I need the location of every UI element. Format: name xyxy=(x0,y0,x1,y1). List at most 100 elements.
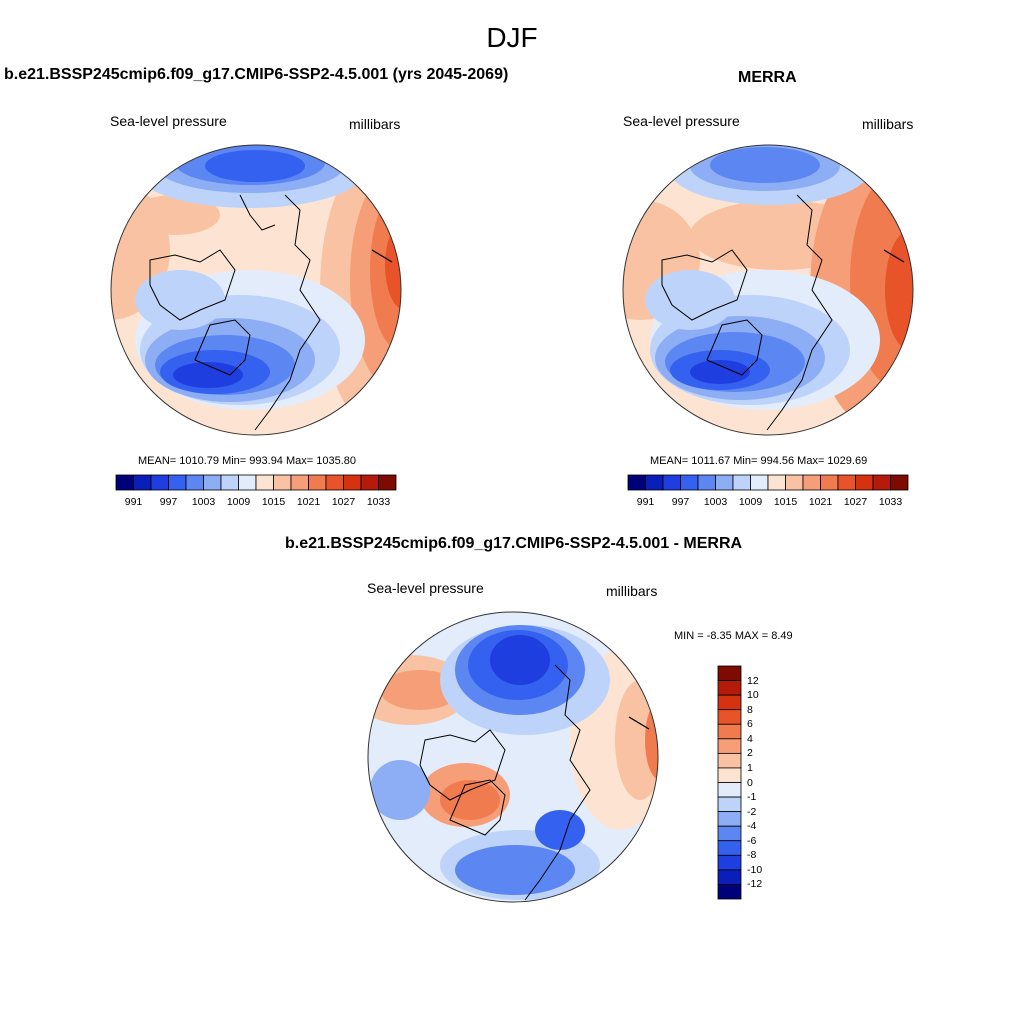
colorbar-tick-label: 10 xyxy=(747,689,759,702)
panel-1-variable-label: Sea-level pressure xyxy=(110,113,227,129)
colorbar-swatch xyxy=(717,825,742,842)
panel-2-colorbar xyxy=(627,474,909,491)
colorbar-swatch xyxy=(185,474,204,491)
panel-3-units-label: millibars xyxy=(606,583,658,599)
panel-1-map xyxy=(111,145,401,435)
colorbar-swatch xyxy=(238,474,257,491)
colorbar-swatch xyxy=(680,474,699,491)
colorbar-swatch xyxy=(717,811,742,827)
colorbar-tick-label: 1027 xyxy=(331,496,356,508)
colorbar-swatch xyxy=(220,474,239,491)
colorbar-swatch xyxy=(767,474,786,491)
colorbar-swatch xyxy=(717,796,742,813)
colorbar-swatch xyxy=(802,474,821,491)
colorbar-swatch xyxy=(717,840,742,856)
colorbar-swatch xyxy=(717,854,742,871)
colorbar-tick-label: 0 xyxy=(747,776,753,789)
colorbar-tick-label: 991 xyxy=(124,496,143,508)
colorbar-swatch xyxy=(325,474,344,491)
colorbar-swatch xyxy=(717,694,742,711)
colorbar-tick-label: 1033 xyxy=(878,496,903,508)
colorbar-tick-label: 1027 xyxy=(843,496,868,508)
colorbar-swatch xyxy=(150,474,169,491)
colorbar-swatch xyxy=(717,869,742,885)
colorbar-swatch xyxy=(360,474,379,491)
panel-1-map-border xyxy=(110,144,402,436)
colorbar-swatch xyxy=(203,474,222,491)
colorbar-swatch xyxy=(785,474,804,491)
colorbar-tick-label: 6 xyxy=(747,718,753,731)
colorbar-swatch xyxy=(717,709,742,725)
panel-1-stats: MEAN= 1010.79 Min= 993.94 Max= 1035.80 xyxy=(138,455,357,467)
colorbar-tick-label: 997 xyxy=(159,496,178,508)
panel-2-map xyxy=(623,145,913,435)
colorbar-swatch xyxy=(872,474,891,491)
panel-2-title: MERRA xyxy=(738,69,797,86)
colorbar-tick-label: 1003 xyxy=(191,496,216,508)
colorbar-swatch xyxy=(855,474,874,491)
colorbar-tick-label: 8 xyxy=(747,703,753,716)
panel-3-variable-label: Sea-level pressure xyxy=(367,580,484,596)
panel-3-colorbar xyxy=(717,665,742,900)
colorbar-tick-label: 1021 xyxy=(808,496,833,508)
colorbar-tick-label: -4 xyxy=(747,820,757,833)
colorbar-tick-label: 991 xyxy=(636,496,655,508)
panel-3-map xyxy=(368,612,658,902)
panel-2-variable-label: Sea-level pressure xyxy=(623,113,740,129)
panel-2-map-border xyxy=(622,144,914,436)
colorbar-swatch xyxy=(343,474,362,491)
colorbar-swatch xyxy=(837,474,856,491)
colorbar-tick-label: 1015 xyxy=(261,496,286,508)
panel-1-title: b.e21.BSSP245cmip6.f09_g17.CMIP6-SSP2-4.… xyxy=(4,66,509,83)
colorbar-swatch xyxy=(717,723,742,740)
colorbar-swatch xyxy=(255,474,274,491)
colorbar-tick-label: 12 xyxy=(747,674,759,687)
colorbar-swatch xyxy=(627,474,646,491)
colorbar-tick-label: -12 xyxy=(747,878,763,891)
panel-1-colorbar xyxy=(115,474,397,491)
panel-3-min-max: MIN = -8.35 MAX = 8.49 xyxy=(674,630,793,642)
colorbar-swatch xyxy=(750,474,769,491)
colorbar-tick-label: -10 xyxy=(747,863,763,876)
colorbar-tick-label: -6 xyxy=(747,834,757,847)
colorbar-swatch xyxy=(717,680,742,696)
colorbar-swatch xyxy=(378,474,397,491)
colorbar-swatch xyxy=(645,474,664,491)
colorbar-tick-label: 1015 xyxy=(773,496,798,508)
colorbar-swatch xyxy=(820,474,839,491)
colorbar-tick-label: 4 xyxy=(747,732,753,745)
panel-3-map-border xyxy=(367,611,659,903)
figure-title: DJF xyxy=(486,22,538,53)
panel-2-stats: MEAN= 1011.67 Min= 994.56 Max= 1029.69 xyxy=(650,455,868,467)
colorbar-tick-label: 1009 xyxy=(738,496,763,508)
colorbar-swatch xyxy=(168,474,187,491)
colorbar-swatch xyxy=(273,474,292,491)
colorbar-tick-label: 1021 xyxy=(296,496,321,508)
colorbar-tick-label: 997 xyxy=(671,496,690,508)
colorbar-swatch xyxy=(717,767,742,783)
colorbar-swatch xyxy=(290,474,309,491)
colorbar-swatch xyxy=(732,474,751,491)
colorbar-swatch xyxy=(715,474,734,491)
colorbar-swatch xyxy=(133,474,152,491)
panel-2-units-label: millibars xyxy=(862,116,914,132)
colorbar-swatch xyxy=(717,782,742,798)
colorbar-tick-label: -2 xyxy=(747,805,757,818)
colorbar-tick-label: 2 xyxy=(747,747,753,760)
colorbar-tick-label: -1 xyxy=(747,791,757,804)
colorbar-swatch xyxy=(717,665,742,681)
colorbar-tick-label: 1 xyxy=(747,761,753,774)
colorbar-swatch xyxy=(890,474,909,491)
colorbar-swatch xyxy=(697,474,716,491)
colorbar-swatch xyxy=(115,474,134,491)
colorbar-swatch xyxy=(308,474,327,491)
colorbar-swatch xyxy=(662,474,681,491)
panel-3-title: b.e21.BSSP245cmip6.f09_g17.CMIP6-SSP2-4.… xyxy=(285,535,743,552)
colorbar-tick-label: 1009 xyxy=(226,496,251,508)
colorbar-tick-label: 1003 xyxy=(703,496,728,508)
colorbar-tick-label: -8 xyxy=(747,849,757,862)
colorbar-swatch xyxy=(717,884,742,900)
colorbar-tick-label: 1033 xyxy=(366,496,391,508)
colorbar-swatch xyxy=(717,738,742,754)
